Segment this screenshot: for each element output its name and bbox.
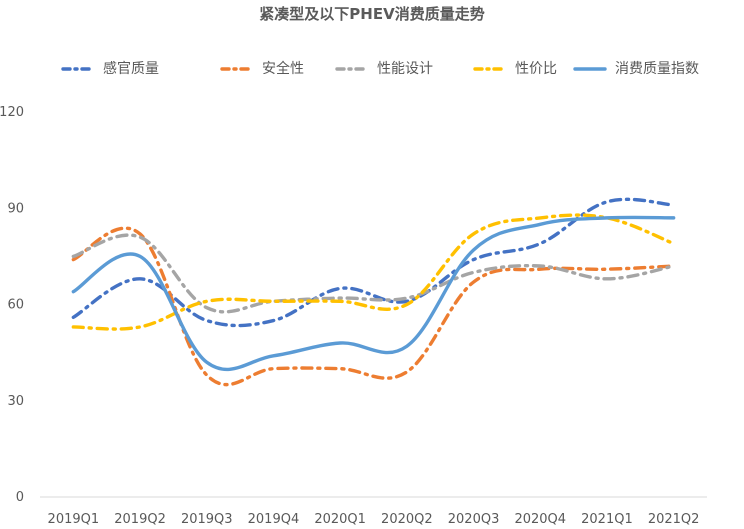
x-tick-label: 2020Q3 — [448, 512, 500, 527]
x-tick-label: 2020Q2 — [381, 512, 433, 527]
legend-item-series-5: 消费质量指数 — [573, 61, 699, 77]
line-series-1 — [71, 197, 676, 328]
legend-label-series-1: 感官质量 — [103, 60, 159, 77]
y-tick-label: 120 — [0, 105, 24, 120]
y-tick-label: 90 — [7, 201, 24, 216]
y-tick-label: 60 — [7, 298, 24, 313]
x-tick-label: 2021Q2 — [648, 512, 700, 527]
x-tick-label: 2020Q1 — [314, 512, 366, 527]
x-axis: 2019Q1 2019Q2 2019Q3 2019Q4 2020Q1 2020Q2 2020… — [40, 496, 707, 527]
y-tick-label: 0 — [16, 490, 24, 505]
legend: 感官质量 安全性 性能设计 性价比 消费质量指数 — [61, 60, 699, 77]
legend-label-series-4: 性价比 — [515, 61, 557, 77]
y-tick-label: 30 — [7, 394, 24, 409]
line-series-5 — [71, 215, 676, 372]
legend-item-series-1: 感官质量 — [61, 60, 159, 77]
legend-item-series-2: 安全性 — [220, 60, 304, 77]
legend-item-series-4: 性价比 — [473, 61, 557, 77]
y-axis: 0 30 60 90 120 — [0, 105, 24, 505]
legend-item-series-3: 性能设计 — [335, 61, 433, 77]
x-tick-label: 2019Q2 — [114, 512, 166, 527]
x-tick-label: 2019Q3 — [181, 512, 233, 527]
line-series-3 — [71, 233, 676, 314]
legend-label-series-5: 消费质量指数 — [615, 61, 699, 77]
x-tick-label: 2021Q1 — [581, 512, 633, 527]
series-layer — [71, 197, 676, 387]
x-tick-label: 2019Q1 — [48, 512, 100, 527]
legend-label-series-2: 安全性 — [262, 60, 304, 77]
line-series-2 — [71, 226, 676, 387]
x-tick-label: 2020Q4 — [514, 512, 566, 527]
chart-title: 紧凑型及以下PHEV消费质量走势 — [259, 5, 484, 23]
legend-label-series-3: 性能设计 — [377, 61, 433, 77]
x-tick-label: 2019Q4 — [248, 512, 300, 527]
